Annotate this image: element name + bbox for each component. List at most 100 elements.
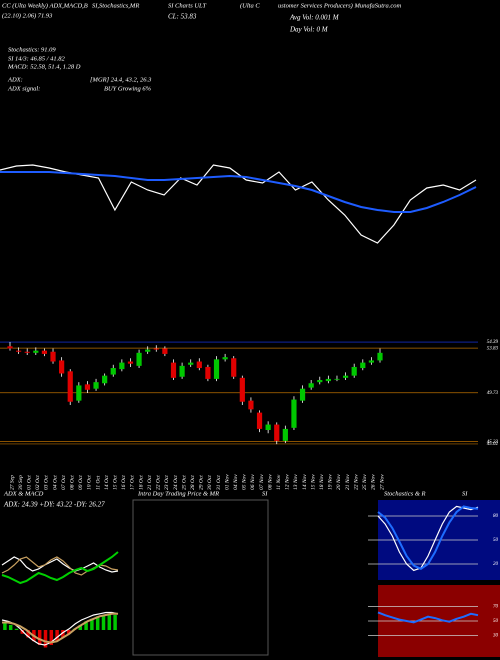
y-tick-label: 70 xyxy=(493,605,499,610)
histogram-bar xyxy=(61,630,65,638)
x-tick-label: 30 Oct xyxy=(207,475,213,491)
candle-body xyxy=(308,383,314,388)
x-tick-label: 14 Nov xyxy=(301,474,308,490)
x-tick-label: 08 Oct xyxy=(69,475,75,490)
y-tick-label: 50 xyxy=(493,538,499,543)
panel-title: ADX & MACD xyxy=(3,490,44,497)
candle-body xyxy=(299,388,306,401)
candle-body xyxy=(50,351,56,362)
x-tick-label: 07 Oct xyxy=(61,475,67,490)
x-tick-label: 03 Oct xyxy=(44,475,50,490)
x-tick-label: 14 Oct xyxy=(103,475,110,490)
candle-body xyxy=(41,350,48,354)
candle-body xyxy=(325,378,331,382)
x-tick-label: 15 Oct xyxy=(113,475,119,490)
y-tick-label: 80 xyxy=(493,514,499,519)
candle-body xyxy=(93,382,99,389)
x-tick-label: 19 Nov xyxy=(328,474,334,490)
x-tick-label: 24 Oct xyxy=(172,475,179,490)
candle-body xyxy=(179,365,185,377)
x-tick-label: 31 Oct xyxy=(216,475,222,491)
series-line xyxy=(0,171,477,213)
histogram-bar xyxy=(66,630,71,634)
x-tick-label: 09 Oct xyxy=(78,475,84,490)
series-line xyxy=(377,611,479,624)
stat: Stochastics: 91.09 xyxy=(8,46,56,53)
header-text: ustomer Services Producers) MunafaSutra.… xyxy=(278,2,402,9)
x-tick-label: 21 Oct xyxy=(147,475,153,490)
panel-subtitle: ADX: 24.39 +DY: 43.22 -DY: 26.27 xyxy=(3,501,105,509)
stat: ADX signal: xyxy=(7,85,40,92)
stat: [MGR] 24.4, 43.2, 26.3 xyxy=(90,76,152,83)
x-tick-label: 29 Oct xyxy=(199,475,205,490)
y-tick-label: 54.39 xyxy=(487,340,499,345)
candle-body xyxy=(24,351,30,353)
histogram-bar xyxy=(84,621,88,630)
candle-body xyxy=(342,375,349,378)
histogram-bar xyxy=(8,625,13,630)
histogram-bar xyxy=(55,630,59,642)
x-tick-label: 23 Oct xyxy=(164,475,170,490)
avg-volume: Avg Vol: 0.001 M xyxy=(289,14,340,22)
day-volume: Day Vol: 0 M xyxy=(289,26,329,34)
candle-body xyxy=(231,358,237,377)
candle-body xyxy=(360,362,366,369)
stat: BUY Growing 6% xyxy=(104,85,152,92)
candle-body xyxy=(317,380,323,383)
candle-body xyxy=(222,357,228,360)
x-tick-label: 05 Nov xyxy=(242,474,248,490)
x-tick-label: 13 Nov xyxy=(293,474,299,490)
x-tick-label: 08 Nov xyxy=(267,474,273,490)
candle-body xyxy=(127,361,134,364)
stat: MACD: 52.58, 51.4, 1.28 D xyxy=(7,63,81,70)
panel-title: Intra Day Trading Price & MR xyxy=(137,490,219,497)
candle-body xyxy=(119,362,125,370)
candle-body xyxy=(145,349,151,352)
x-tick-label: 18 Nov xyxy=(319,474,325,490)
x-tick-label: 22 Nov xyxy=(353,474,359,490)
candle-body xyxy=(153,348,159,350)
candle-body xyxy=(196,361,202,369)
y-tick-label: 45.23 xyxy=(487,440,499,445)
x-tick-label: 22 Oct xyxy=(156,475,162,490)
candle-body xyxy=(248,400,254,410)
histogram-bar xyxy=(37,630,42,645)
histogram-bar xyxy=(20,630,25,634)
x-tick-label: 26 Nov xyxy=(371,474,377,490)
x-tick-label: 25 Oct xyxy=(181,475,187,490)
x-tick-label: 20 Nov xyxy=(336,474,342,490)
histogram-bar xyxy=(101,615,106,630)
histogram-bar xyxy=(49,630,54,645)
candle-body xyxy=(334,378,340,380)
x-tick-label: 25 Nov xyxy=(362,474,368,490)
histogram-bar xyxy=(3,622,7,630)
header-text: SI,Stochastics,MR xyxy=(92,2,139,9)
x-tick-label: 04 Oct xyxy=(51,475,58,490)
histogram-bar xyxy=(78,625,83,630)
x-tick-label: 12 Nov xyxy=(285,474,291,490)
candle-body xyxy=(282,428,288,441)
candle-body xyxy=(213,359,220,379)
histogram-bar xyxy=(14,628,19,630)
x-tick-label: 01 Oct xyxy=(26,475,32,490)
header-text: SI Charts ULT xyxy=(168,2,207,9)
x-tick-label: 27 Sep xyxy=(9,475,15,490)
series-line xyxy=(377,505,479,570)
candle-body xyxy=(239,377,245,402)
stat: SI 14/3: 46.85 / 41.82 xyxy=(8,55,65,62)
histogram-bar xyxy=(95,616,100,630)
histogram-bar xyxy=(107,613,112,630)
y-tick-label: 30 xyxy=(493,634,499,639)
candle-body xyxy=(265,424,271,430)
x-tick-label: 15 Nov xyxy=(310,474,316,490)
candle-body xyxy=(188,362,194,365)
stat: ADX: xyxy=(7,76,23,83)
candle-body xyxy=(256,412,263,429)
panel-title: SI xyxy=(462,490,468,497)
candle-body xyxy=(162,348,168,354)
candle-body xyxy=(377,352,383,361)
candle-body xyxy=(102,375,108,384)
x-tick-label: 30 Sep xyxy=(18,475,24,491)
candle-body xyxy=(59,360,65,374)
series-line xyxy=(2,612,118,644)
